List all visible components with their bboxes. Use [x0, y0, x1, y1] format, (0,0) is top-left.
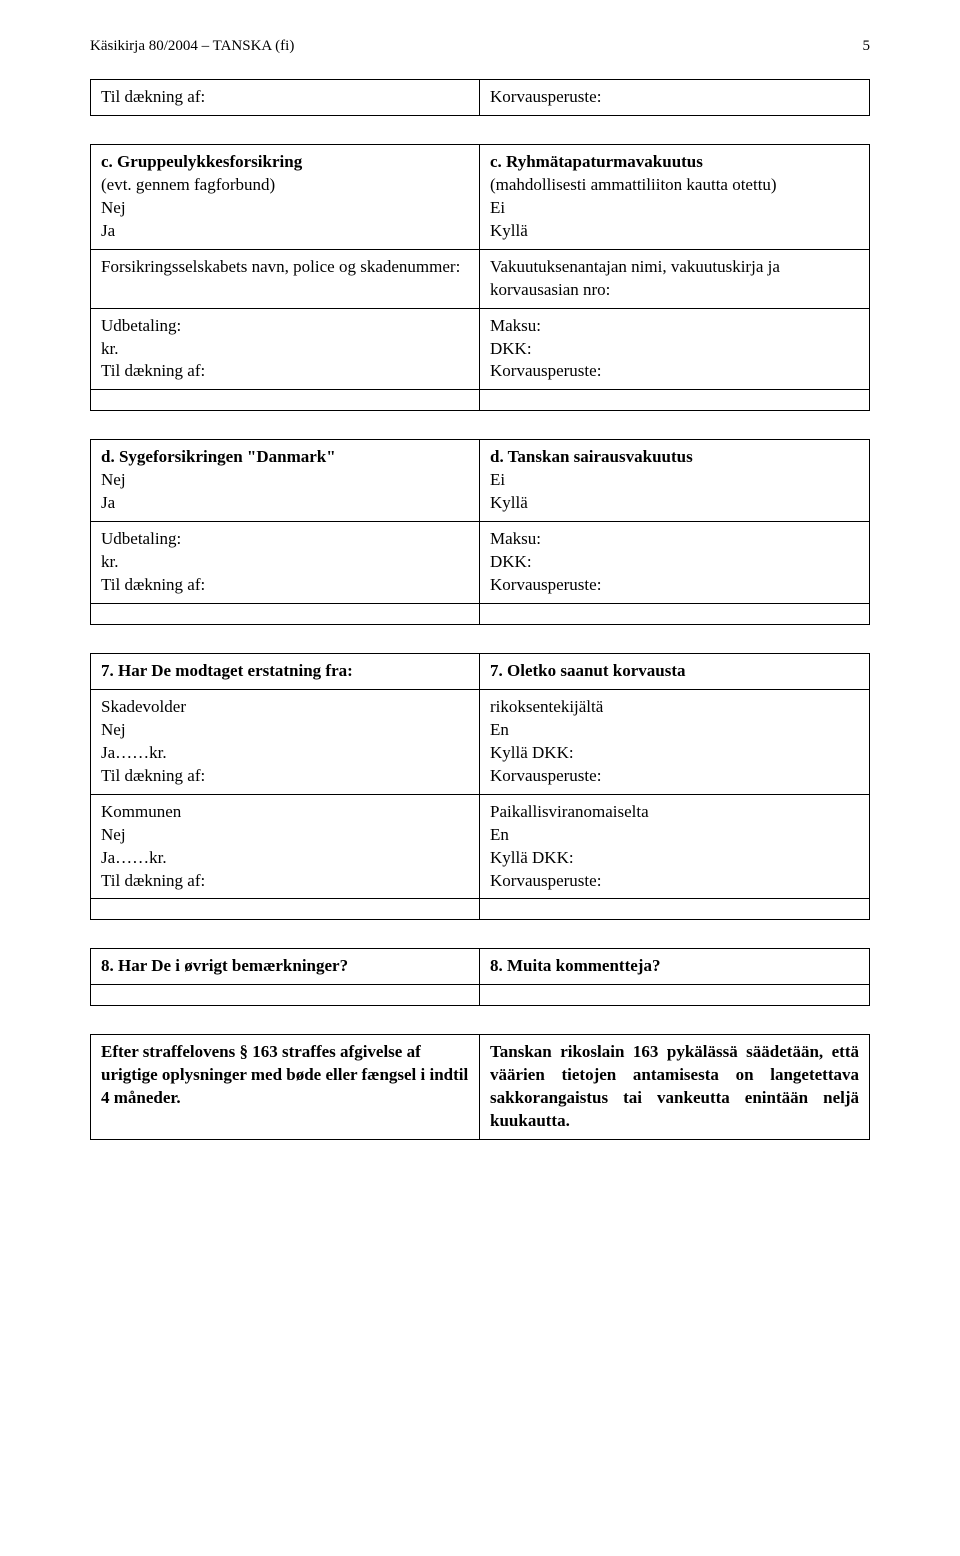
- section-7-row1-right-l1: rikoksentekijältä: [490, 696, 859, 719]
- section-7-row2-left: Kommunen Nej Ja……kr. Til dækning af:: [91, 795, 480, 899]
- section-c-row3-left-l2: kr.: [101, 338, 469, 361]
- page-header: Käsikirja 80/2004 – TANSKA (fi) 5: [90, 38, 870, 55]
- section-d-row1: d. Sygeforsikringen "Danmark" Nej Ja d. …: [90, 439, 870, 521]
- section-7-row1-left-l2: Nej: [101, 719, 469, 742]
- section-7-row1-right-l2: En: [490, 719, 859, 742]
- section-d-row2-left-l1: Udbetaling:: [101, 528, 469, 551]
- section-c-row2-right: Vakuutuksenantajan nimi, vakuutuskirja j…: [480, 250, 869, 308]
- section-c-left: c. Gruppeulykkesforsikring (evt. gennem …: [91, 145, 480, 249]
- section-c-row3-right-l1: Maksu:: [490, 315, 859, 338]
- header-left: Käsikirja 80/2004 – TANSKA (fi): [90, 38, 294, 55]
- section-7-row1-left: Skadevolder Nej Ja……kr. Til dækning af:: [91, 690, 480, 794]
- section-d-row2-right-l1: Maksu:: [490, 528, 859, 551]
- section-7-row1-left-l1: Skadevolder: [101, 696, 469, 719]
- footer-left: Efter straffelovens § 163 straffes afgiv…: [91, 1035, 480, 1139]
- section-c-row3-left-l1: Udbetaling:: [101, 315, 469, 338]
- row-top: Til dækning af: Korvausperuste:: [90, 79, 870, 116]
- section-8-q-left: 8. Har De i øvrigt bemærkninger?: [91, 949, 480, 984]
- section-8-q: 8. Har De i øvrigt bemærkninger? 8. Muit…: [90, 948, 870, 984]
- section-c-row3-right-l3: Korvausperuste:: [490, 360, 859, 383]
- section-7-row1: Skadevolder Nej Ja……kr. Til dækning af: …: [90, 689, 870, 794]
- section-7-row2-left-l3: Ja……kr.: [101, 847, 469, 870]
- section-c-row3-right-l2: DKK:: [490, 338, 859, 361]
- section-d: d. Sygeforsikringen "Danmark" Nej Ja d. …: [90, 439, 870, 625]
- section-7-q: 7. Har De modtaget erstatning fra: 7. Ol…: [90, 653, 870, 689]
- section-c-left-l3: Ja: [101, 220, 469, 243]
- section-7-row2-right: Paikallisviranomaiselta En Kyllä DKK: Ko…: [480, 795, 869, 899]
- section-7-row1-right: rikoksentekijältä En Kyllä DKK: Korvausp…: [480, 690, 869, 794]
- section-d-row2-right-l3: Korvausperuste:: [490, 574, 859, 597]
- row-top-right: Korvausperuste:: [480, 80, 869, 115]
- section-d-right-l2: Kyllä: [490, 492, 859, 515]
- section-d-left-l2: Ja: [101, 492, 469, 515]
- section-c-right-l1: (mahdollisesti ammattiliiton kautta otet…: [490, 174, 859, 197]
- section-7-row2-left-l2: Nej: [101, 824, 469, 847]
- section-d-left-title: d. Sygeforsikringen "Danmark": [101, 447, 336, 466]
- section-c-row3: Udbetaling: kr. Til dækning af: Maksu: D…: [90, 308, 870, 390]
- section-7-row1-left-l3: Ja……kr.: [101, 742, 469, 765]
- section-c-right-l2: Ei: [490, 197, 859, 220]
- section-c-left-l2: Nej: [101, 197, 469, 220]
- section-c-row1: c. Gruppeulykkesforsikring (evt. gennem …: [90, 144, 870, 249]
- section-7-row2-left-l1: Kommunen: [101, 801, 469, 824]
- section-d-left: d. Sygeforsikringen "Danmark" Nej Ja: [91, 440, 480, 521]
- section-7-q-right: 7. Oletko saanut korvausta: [480, 654, 869, 689]
- row-top-left: Til dækning af:: [91, 80, 480, 115]
- section-7-q-left: 7. Har De modtaget erstatning fra:: [91, 654, 480, 689]
- section-d-row2-right-l2: DKK:: [490, 551, 859, 574]
- section-7-row2-right-l3: Kyllä DKK:: [490, 847, 859, 870]
- section-7-row2-right-l1: Paikallisviranomaiselta: [490, 801, 859, 824]
- section-7-row2-left-l4: Til dækning af:: [101, 870, 469, 893]
- section-d-row2-left: Udbetaling: kr. Til dækning af:: [91, 522, 480, 603]
- section-d-right: d. Tanskan sairausvakuutus Ei Kyllä: [480, 440, 869, 521]
- section-d-row2-left-l2: kr.: [101, 551, 469, 574]
- section-8-spacer: [90, 984, 870, 1006]
- section-c-row3-right: Maksu: DKK: Korvausperuste:: [480, 309, 869, 390]
- section-d-right-l1: Ei: [490, 469, 859, 492]
- section-7-row1-right-l3: Kyllä DKK:: [490, 742, 859, 765]
- section-c-right-title: c. Ryhmätapaturmavakuutus: [490, 152, 703, 171]
- section-7-row1-right-l4: Korvausperuste:: [490, 765, 859, 788]
- section-c-left-title: c. Gruppeulykkesforsikring: [101, 152, 302, 171]
- section-c: c. Gruppeulykkesforsikring (evt. gennem …: [90, 144, 870, 411]
- section-d-right-title: d. Tanskan sairausvakuutus: [490, 447, 693, 466]
- page: Käsikirja 80/2004 – TANSKA (fi) 5 Til dæ…: [0, 0, 960, 1556]
- footer-right: Tanskan rikoslain 163 pykälässä säädetää…: [480, 1035, 869, 1139]
- section-7-row1-left-l4: Til dækning af:: [101, 765, 469, 788]
- section-c-row2-left: Forsikringsselskabets navn, police og sk…: [91, 250, 480, 308]
- section-7-row2-right-l4: Korvausperuste:: [490, 870, 859, 893]
- section-c-row3-left: Udbetaling: kr. Til dækning af:: [91, 309, 480, 390]
- footer-right-text: Tanskan rikoslain 163 pykälässä säädetää…: [490, 1042, 859, 1130]
- section-7-row2-right-l2: En: [490, 824, 859, 847]
- section-c-row2: Forsikringsselskabets navn, police og sk…: [90, 249, 870, 308]
- header-page-number: 5: [863, 38, 871, 55]
- section-7: 7. Har De modtaget erstatning fra: 7. Ol…: [90, 653, 870, 920]
- section-d-row2: Udbetaling: kr. Til dækning af: Maksu: D…: [90, 521, 870, 603]
- footer-left-text: Efter straffelovens § 163 straffes afgiv…: [101, 1042, 468, 1107]
- section-7-spacer: [90, 898, 870, 920]
- section-8-q-right: 8. Muita kommentteja?: [480, 949, 869, 984]
- section-c-left-l1: (evt. gennem fagforbund): [101, 174, 469, 197]
- section-c-spacer: [90, 389, 870, 411]
- section-d-row2-right: Maksu: DKK: Korvausperuste:: [480, 522, 869, 603]
- section-c-row3-left-l3: Til dækning af:: [101, 360, 469, 383]
- section-d-row2-left-l3: Til dækning af:: [101, 574, 469, 597]
- section-7-row2: Kommunen Nej Ja……kr. Til dækning af: Pai…: [90, 794, 870, 899]
- section-c-right-l3: Kyllä: [490, 220, 859, 243]
- footer-block: Efter straffelovens § 163 straffes afgiv…: [90, 1034, 870, 1140]
- section-c-right: c. Ryhmätapaturmavakuutus (mahdollisesti…: [480, 145, 869, 249]
- section-8: 8. Har De i øvrigt bemærkninger? 8. Muit…: [90, 948, 870, 1006]
- section-d-spacer: [90, 603, 870, 625]
- section-d-left-l1: Nej: [101, 469, 469, 492]
